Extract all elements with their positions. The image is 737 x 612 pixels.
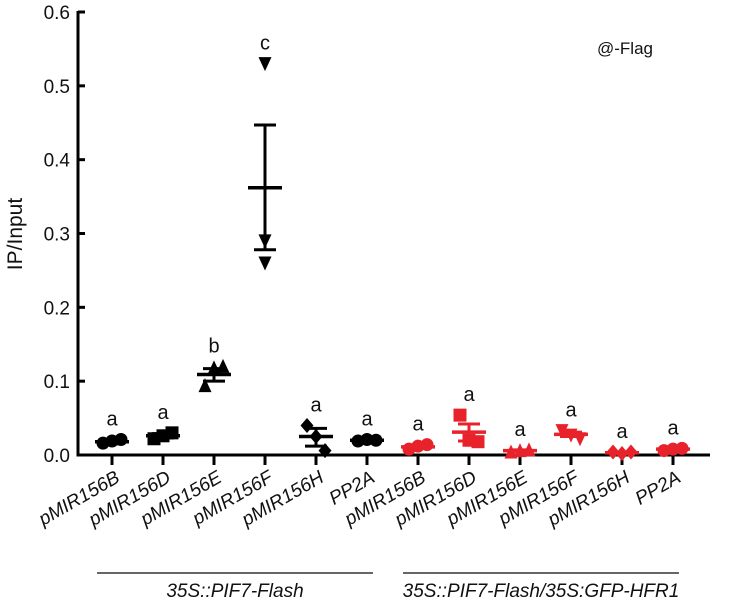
significance-label: a — [106, 408, 118, 430]
data-group: a — [503, 419, 537, 459]
category-label: PP2A — [632, 467, 685, 509]
significance-label: a — [565, 400, 577, 422]
category-labels: pMIR156BpMIR156DpMIR156EpMIR156FpMIR156H… — [34, 466, 684, 531]
y-tick-label: 0.1 — [44, 372, 70, 393]
data-group: a — [656, 417, 690, 458]
significance-label: a — [616, 421, 628, 443]
data-point — [453, 408, 467, 422]
data-point — [198, 378, 212, 393]
y-tick-label: 0.0 — [44, 446, 70, 467]
group-label: 35S::PIF7-Flash — [166, 581, 303, 602]
data-group: a — [605, 421, 639, 462]
group-labels: 35S::PIF7-Flash 35S::PIF7-Flash/35S:GFP-H… — [97, 572, 680, 602]
data-point — [258, 256, 272, 271]
significance-label: a — [361, 408, 373, 430]
data-group: a — [554, 400, 588, 447]
data-group: a — [146, 402, 180, 446]
data-group: b — [197, 335, 231, 393]
annotation-flag: @-Flag — [597, 39, 653, 58]
data-group: a — [299, 394, 333, 459]
significance-label: a — [310, 394, 322, 416]
data-point — [258, 57, 272, 72]
data-marks: a a b c a a a a a a a a — [95, 33, 690, 462]
group-label: 35S::PIF7-Flash/35S:GFP-HFR1 — [403, 581, 680, 602]
y-tick-label: 0.4 — [44, 151, 71, 172]
y-tick-label: 0.2 — [44, 298, 70, 319]
data-point — [300, 417, 314, 433]
x-axis — [76, 453, 710, 465]
significance-label: a — [463, 384, 475, 406]
significance-label: a — [412, 414, 424, 436]
y-tick-label: 0.3 — [44, 225, 70, 246]
y-tick-label: 0.6 — [44, 3, 70, 24]
data-group: a — [401, 414, 435, 456]
significance-label: a — [667, 417, 679, 439]
significance-label: b — [208, 335, 219, 357]
y-axis-title: IP/Input — [4, 198, 27, 271]
data-group: c — [248, 33, 282, 271]
significance-label: c — [260, 33, 270, 55]
data-group: a — [95, 408, 129, 450]
data-group: a — [350, 408, 384, 448]
y-axis: 0.0 0.1 0.2 0.3 0.4 0.5 0.6 — [44, 3, 85, 467]
data-point — [216, 358, 230, 373]
y-tick-label: 0.5 — [44, 77, 70, 98]
significance-label: a — [157, 402, 169, 424]
significance-label: a — [514, 419, 526, 441]
data-group: a — [452, 384, 486, 449]
